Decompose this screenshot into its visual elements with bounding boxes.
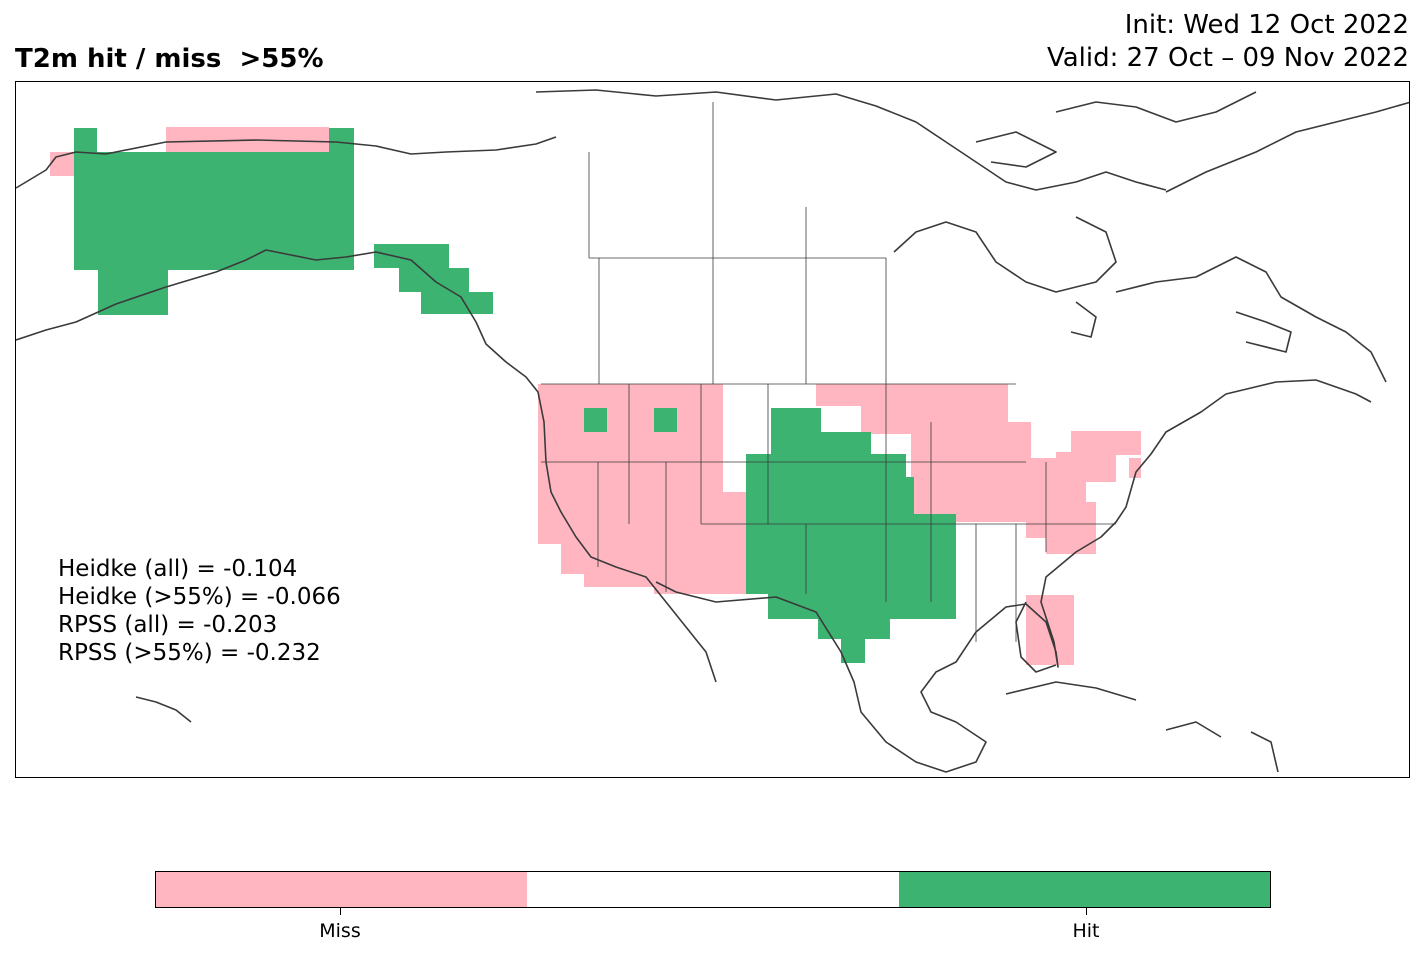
rpss-all: RPSS (all) = -0.203	[58, 612, 278, 638]
heidke-55: Heidke (>55%) = -0.066	[58, 584, 341, 610]
coastline-path	[975, 131, 1057, 168]
miss-cell	[911, 422, 1031, 522]
miss-cell	[641, 384, 721, 408]
score-box: Heidke (all) = -0.104 Heidke (>55%) = -0…	[58, 555, 341, 667]
colorbar-neutral	[527, 872, 899, 907]
coastline-path	[1070, 301, 1097, 338]
miss-cell	[538, 492, 768, 544]
miss-cell	[1129, 458, 1141, 478]
state-borders	[541, 102, 1116, 642]
valid-range: Valid: 27 Oct – 09 Nov 2022	[1046, 43, 1409, 73]
hit-cell	[654, 408, 677, 432]
miss-cell	[1046, 502, 1096, 554]
hit-cell	[421, 292, 493, 314]
colorbar-label-miss: Miss	[319, 920, 361, 942]
miss-cell	[1056, 452, 1116, 482]
miss-cell	[1071, 431, 1141, 455]
hit-cell	[329, 128, 354, 168]
miss-cell	[584, 572, 654, 587]
hit-cell	[584, 408, 607, 432]
coastline-path	[1165, 721, 1222, 738]
coastline-path	[893, 216, 1117, 293]
coastline-path	[1005, 681, 1137, 701]
hit-cell	[784, 477, 914, 517]
coastline-path	[1115, 256, 1387, 383]
miss-cell	[561, 544, 761, 574]
hit-cell	[74, 128, 97, 158]
colorbar-tick-miss	[340, 908, 341, 915]
coastline-path	[1250, 731, 1279, 773]
coastline-path	[535, 89, 1167, 191]
colorbar-label-hit: Hit	[1072, 920, 1100, 942]
miss-cell	[1028, 482, 1086, 502]
hit-cell	[841, 637, 865, 663]
coastline-path	[1165, 101, 1409, 193]
hit-cell	[746, 514, 956, 594]
map-canvas	[16, 89, 1409, 773]
map-panel	[15, 81, 1410, 778]
map-title: T2m hit / miss >55%	[15, 44, 324, 74]
miss-cell	[654, 572, 764, 594]
coastline-path	[16, 249, 717, 683]
coastlines	[16, 89, 1409, 773]
init-date: Init: Wed 12 Oct 2022	[1124, 10, 1409, 40]
colorbar	[155, 871, 1271, 908]
colorbar-tick-hit	[1086, 908, 1087, 915]
coastline-path	[1055, 91, 1257, 123]
colorbar-hit	[898, 872, 1270, 907]
colorbar-miss	[156, 872, 528, 907]
hit-cell	[74, 152, 354, 270]
coastline-path	[1015, 601, 1057, 673]
coastline-path	[1235, 311, 1292, 353]
rpss-55: RPSS (>55%) = -0.232	[58, 640, 321, 666]
hit-cell	[768, 594, 956, 619]
coastline-path	[16, 136, 557, 189]
hit-cell	[374, 244, 449, 268]
forecast-cells	[50, 127, 1141, 665]
hit-cell	[818, 619, 890, 639]
coastline-path	[135, 696, 192, 723]
heidke-all: Heidke (all) = -0.104	[58, 556, 298, 582]
